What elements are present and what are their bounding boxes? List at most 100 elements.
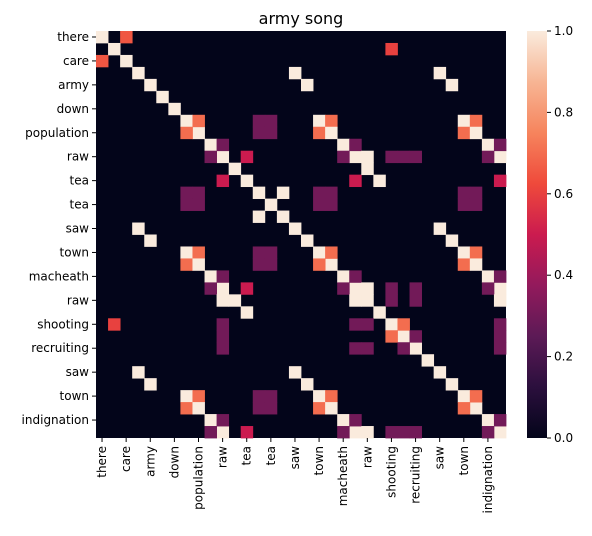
heatmap-cell <box>493 138 507 152</box>
heatmap-cell <box>457 246 471 259</box>
heatmap-cell <box>457 186 471 199</box>
heatmap-cell <box>349 174 362 188</box>
x-tick-label: raw <box>360 446 374 468</box>
y-tick-label: saw <box>66 222 90 236</box>
y-tick-label: raw <box>67 150 89 164</box>
x-tick-label: shooting <box>384 446 398 498</box>
heatmap-cell <box>385 426 398 439</box>
y-tick-label: shooting <box>37 317 89 331</box>
heatmap-cell <box>240 150 254 164</box>
x-tick-label: population <box>192 446 206 510</box>
heatmap-cell <box>493 282 507 295</box>
x-axis: there care army down population raw tea tea saw t… <box>95 438 495 513</box>
heatmap-cell <box>252 210 266 223</box>
y-tick-label: raw <box>67 293 89 307</box>
heatmap-cell <box>216 426 230 439</box>
y-tick-label: down <box>57 102 89 116</box>
x-tick-label: down <box>167 446 181 478</box>
heatmap-cell <box>433 66 447 80</box>
heatmap-cell <box>144 378 157 391</box>
heatmap-cell <box>108 318 121 331</box>
heatmap-cell <box>252 186 266 199</box>
heatmap-cell <box>204 270 217 283</box>
heatmap-cell <box>264 402 278 415</box>
heatmap-cell <box>457 258 471 271</box>
x-tick-label: saw <box>288 446 302 470</box>
heatmap-cell <box>180 198 193 211</box>
x-tick-label: town <box>312 446 326 475</box>
heatmap-cell <box>216 330 230 343</box>
heatmap-cell <box>144 78 157 92</box>
heatmap-cell <box>409 330 422 343</box>
x-tick-label: indignation <box>481 446 495 513</box>
heatmap-cell <box>96 31 109 44</box>
heatmap-cell <box>313 402 326 415</box>
heatmap-cell <box>313 186 326 199</box>
heatmap-cell <box>216 282 230 295</box>
heatmap-cell <box>180 126 193 140</box>
heatmap-cell <box>156 90 169 104</box>
heatmap-cell <box>349 138 362 152</box>
heatmap-cell <box>385 150 398 164</box>
x-tick-label: army <box>143 446 157 477</box>
heatmap-cell <box>361 342 374 355</box>
heatmap-cell <box>325 198 338 211</box>
heatmap-cell <box>240 426 254 439</box>
heatmap-cell <box>457 126 471 140</box>
heatmap-cell <box>216 318 230 331</box>
y-tick-label: army <box>58 78 89 92</box>
heatmap-cell <box>180 402 193 415</box>
heatmap-cell <box>361 318 374 331</box>
heatmap-cell <box>433 222 447 235</box>
heatmap-cell <box>493 174 507 188</box>
heatmap-cell <box>216 270 230 283</box>
heatmap-cell <box>180 114 193 128</box>
heatmap-cell <box>361 150 374 164</box>
heatmap-cell <box>132 366 145 379</box>
y-tick-label: care <box>63 54 89 68</box>
heatmap-cell <box>325 390 338 403</box>
heatmap-cell <box>216 138 230 152</box>
heatmap-cell <box>204 138 217 152</box>
heatmap-cell <box>349 270 362 283</box>
heatmap-cell <box>373 306 386 319</box>
y-tick-label: saw <box>66 365 90 379</box>
heatmap-cell <box>445 378 459 391</box>
heatmap-cell <box>228 294 242 307</box>
y-tick-label: macheath <box>29 269 89 283</box>
heatmap-cell <box>216 150 230 164</box>
x-tick-label: town <box>457 446 471 475</box>
heatmap-cell <box>445 78 459 92</box>
heatmap-cell <box>493 330 507 343</box>
heatmap-cell <box>313 258 326 271</box>
heatmap-cell <box>481 150 495 164</box>
heatmap-cell <box>264 114 278 128</box>
heatmap-cell <box>337 138 350 152</box>
heatmap-cell <box>192 186 205 199</box>
heatmap-cell <box>264 198 278 211</box>
y-tick-label: tea <box>70 174 89 188</box>
heatmap-cell <box>349 282 362 295</box>
heatmap-cell <box>264 126 278 140</box>
heatmap-cell <box>337 426 350 439</box>
heatmap-cell <box>288 366 302 379</box>
heatmap-cell <box>397 426 410 439</box>
heatmap-cell <box>493 318 507 331</box>
heatmap-cell <box>301 234 314 247</box>
heatmap-cells <box>96 31 507 439</box>
heatmap-cell <box>457 198 471 211</box>
heatmap-cell <box>192 246 205 259</box>
heatmap-cell <box>216 414 230 427</box>
x-tick-label: recruiting <box>409 446 423 504</box>
heatmap-cell <box>180 186 193 199</box>
heatmap-cell <box>493 414 507 427</box>
heatmap-cell <box>409 150 422 164</box>
heatmap-cell <box>457 402 471 415</box>
heatmap-cell <box>349 342 362 355</box>
heatmap-cell <box>385 282 398 295</box>
heatmap-cell <box>493 426 507 439</box>
heatmap-cell <box>313 198 326 211</box>
heatmap-cell <box>325 126 338 140</box>
heatmap-cell <box>180 246 193 259</box>
